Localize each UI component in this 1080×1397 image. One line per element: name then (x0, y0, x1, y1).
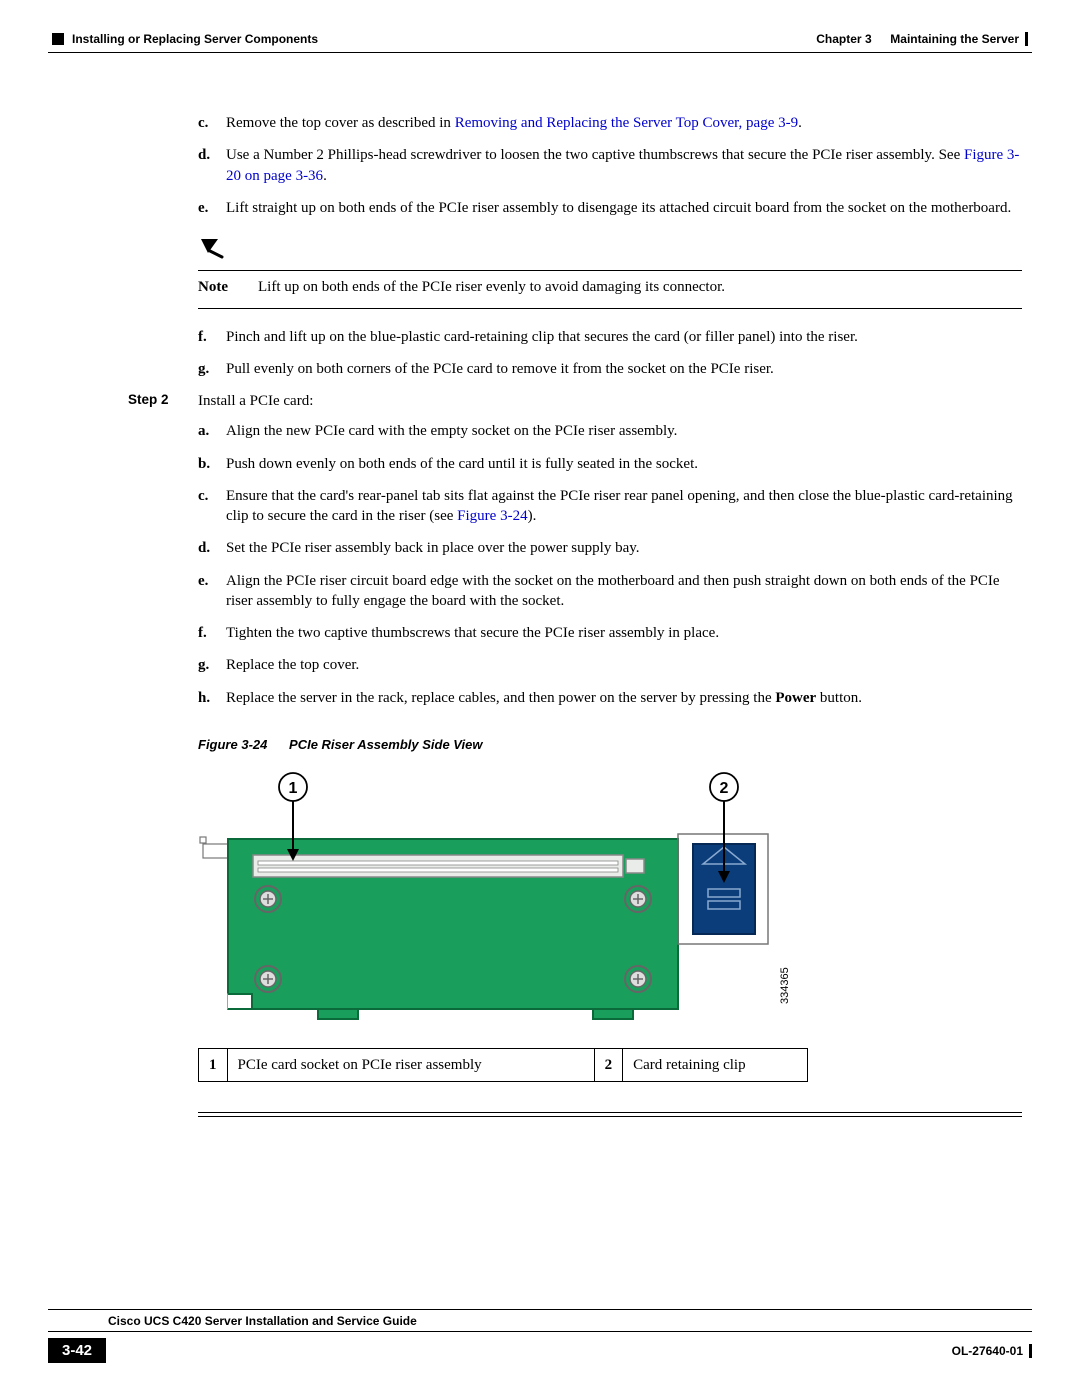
list-item-2b: b. Push down evenly on both ends of the … (198, 454, 1022, 474)
page-header: Installing or Replacing Server Component… (48, 32, 1032, 50)
list-marker: c. (198, 113, 226, 133)
list-item-2a: a. Align the new PCIe card with the empt… (198, 421, 1022, 441)
list-item-2g: g. Replace the top cover. (198, 655, 1022, 675)
figure-caption: Figure 3-24 PCIe Riser Assembly Side Vie… (198, 736, 1022, 754)
step-label: Step 2 (128, 391, 198, 411)
legend-num: 2 (594, 1048, 623, 1081)
text: . (798, 115, 802, 131)
legend-table: 1 PCIe card socket on PCIe riser assembl… (198, 1048, 808, 1082)
section-rule (198, 1112, 1022, 1113)
text: Set the PCIe riser assembly back in plac… (226, 538, 1022, 558)
list-item-f: f. Pinch and lift up on the blue-plastic… (198, 327, 1022, 347)
svg-text:2: 2 (720, 780, 729, 797)
text: button. (816, 690, 862, 706)
list-item-2h: h. Replace the server in the rack, repla… (198, 688, 1022, 708)
step-2-row: Step 2 Install a PCIe card: (128, 391, 1022, 411)
doc-id: OL-27640-01 (952, 1344, 1023, 1358)
list-item-2d: d. Set the PCIe riser assembly back in p… (198, 538, 1022, 558)
legend-text: Card retaining clip (623, 1048, 808, 1081)
list-marker: a. (198, 421, 226, 441)
step-intro: Install a PCIe card: (198, 391, 313, 411)
footer-guide-title: Cisco UCS C420 Server Installation and S… (108, 1314, 417, 1328)
svg-text:1: 1 (289, 780, 298, 797)
header-chapter-title: Maintaining the Server (890, 32, 1019, 46)
list-marker: d. (198, 538, 226, 558)
list-item-c: c. Remove the top cover as described in … (198, 113, 1022, 133)
list-item-d: d. Use a Number 2 Phillips-head screwdri… (198, 145, 1022, 186)
link-figure-3-24[interactable]: Figure 3-24 (457, 508, 527, 524)
table-row: 1 PCIe card socket on PCIe riser assembl… (199, 1048, 808, 1081)
text: Ensure that the card's rear-panel tab si… (226, 488, 1013, 524)
page-number-badge: 3-42 (48, 1338, 106, 1363)
list-marker: d. (198, 145, 226, 186)
text: Use a Number 2 Phillips-head screwdriver… (226, 147, 964, 163)
list-marker: e. (198, 571, 226, 612)
list-item-2c: c. Ensure that the card's rear-panel tab… (198, 486, 1022, 527)
text: ). (528, 508, 537, 524)
list-item-g: g. Pull evenly on both corners of the PC… (198, 359, 1022, 379)
note-label: Note (198, 277, 242, 297)
header-bar (1025, 32, 1028, 46)
note-icon (198, 236, 1022, 266)
header-section: Installing or Replacing Server Component… (72, 32, 318, 46)
list-marker: g. (198, 359, 226, 379)
svg-text:334365: 334365 (779, 968, 791, 1005)
legend-num: 1 (199, 1048, 228, 1081)
text: Align the PCIe riser circuit board edge … (226, 571, 1022, 612)
note-block: Note Lift up on both ends of the PCIe ri… (198, 236, 1022, 309)
note-text: Lift up on both ends of the PCIe riser e… (258, 277, 725, 297)
text: Lift straight up on both ends of the PCI… (226, 198, 1022, 218)
content-area: c. Remove the top cover as described in … (198, 113, 1022, 1117)
list-marker: h. (198, 688, 226, 708)
list-item-2f: f. Tighten the two captive thumbscrews t… (198, 623, 1022, 643)
header-chapter: Chapter 3 (816, 32, 871, 46)
list-item-e: e. Lift straight up on both ends of the … (198, 198, 1022, 218)
figure-3-24: 334365 1 2 (198, 769, 1022, 1035)
list-marker: f. (198, 327, 226, 347)
link-top-cover[interactable]: Removing and Replacing the Server Top Co… (455, 115, 798, 131)
figure-title: PCIe Riser Assembly Side View (289, 737, 482, 752)
page-footer: Cisco UCS C420 Server Installation and S… (48, 1309, 1032, 1363)
list-marker: b. (198, 454, 226, 474)
figure-number: Figure 3-24 (198, 737, 267, 752)
text: Tighten the two captive thumbscrews that… (226, 623, 1022, 643)
section-rule (198, 1116, 1022, 1117)
text: Replace the top cover. (226, 655, 1022, 675)
list-marker: f. (198, 623, 226, 643)
footer-bar (1029, 1344, 1032, 1358)
text: Pull evenly on both corners of the PCIe … (226, 359, 1022, 379)
text: Align the new PCIe card with the empty s… (226, 421, 1022, 441)
list-marker: e. (198, 198, 226, 218)
list-marker: c. (198, 486, 226, 527)
text: Pinch and lift up on the blue-plastic ca… (226, 327, 1022, 347)
text: Push down evenly on both ends of the car… (226, 454, 1022, 474)
riser-diagram: 334365 1 2 (198, 769, 818, 1029)
text: . (323, 168, 327, 184)
legend-text: PCIe card socket on PCIe riser assembly (227, 1048, 594, 1081)
text: Remove the top cover as described in (226, 115, 455, 131)
header-square (52, 33, 64, 45)
text-bold: Power (775, 690, 816, 706)
list-item-2e: e. Align the PCIe riser circuit board ed… (198, 571, 1022, 612)
text: Replace the server in the rack, replace … (226, 690, 775, 706)
header-rule (48, 52, 1032, 53)
list-marker: g. (198, 655, 226, 675)
